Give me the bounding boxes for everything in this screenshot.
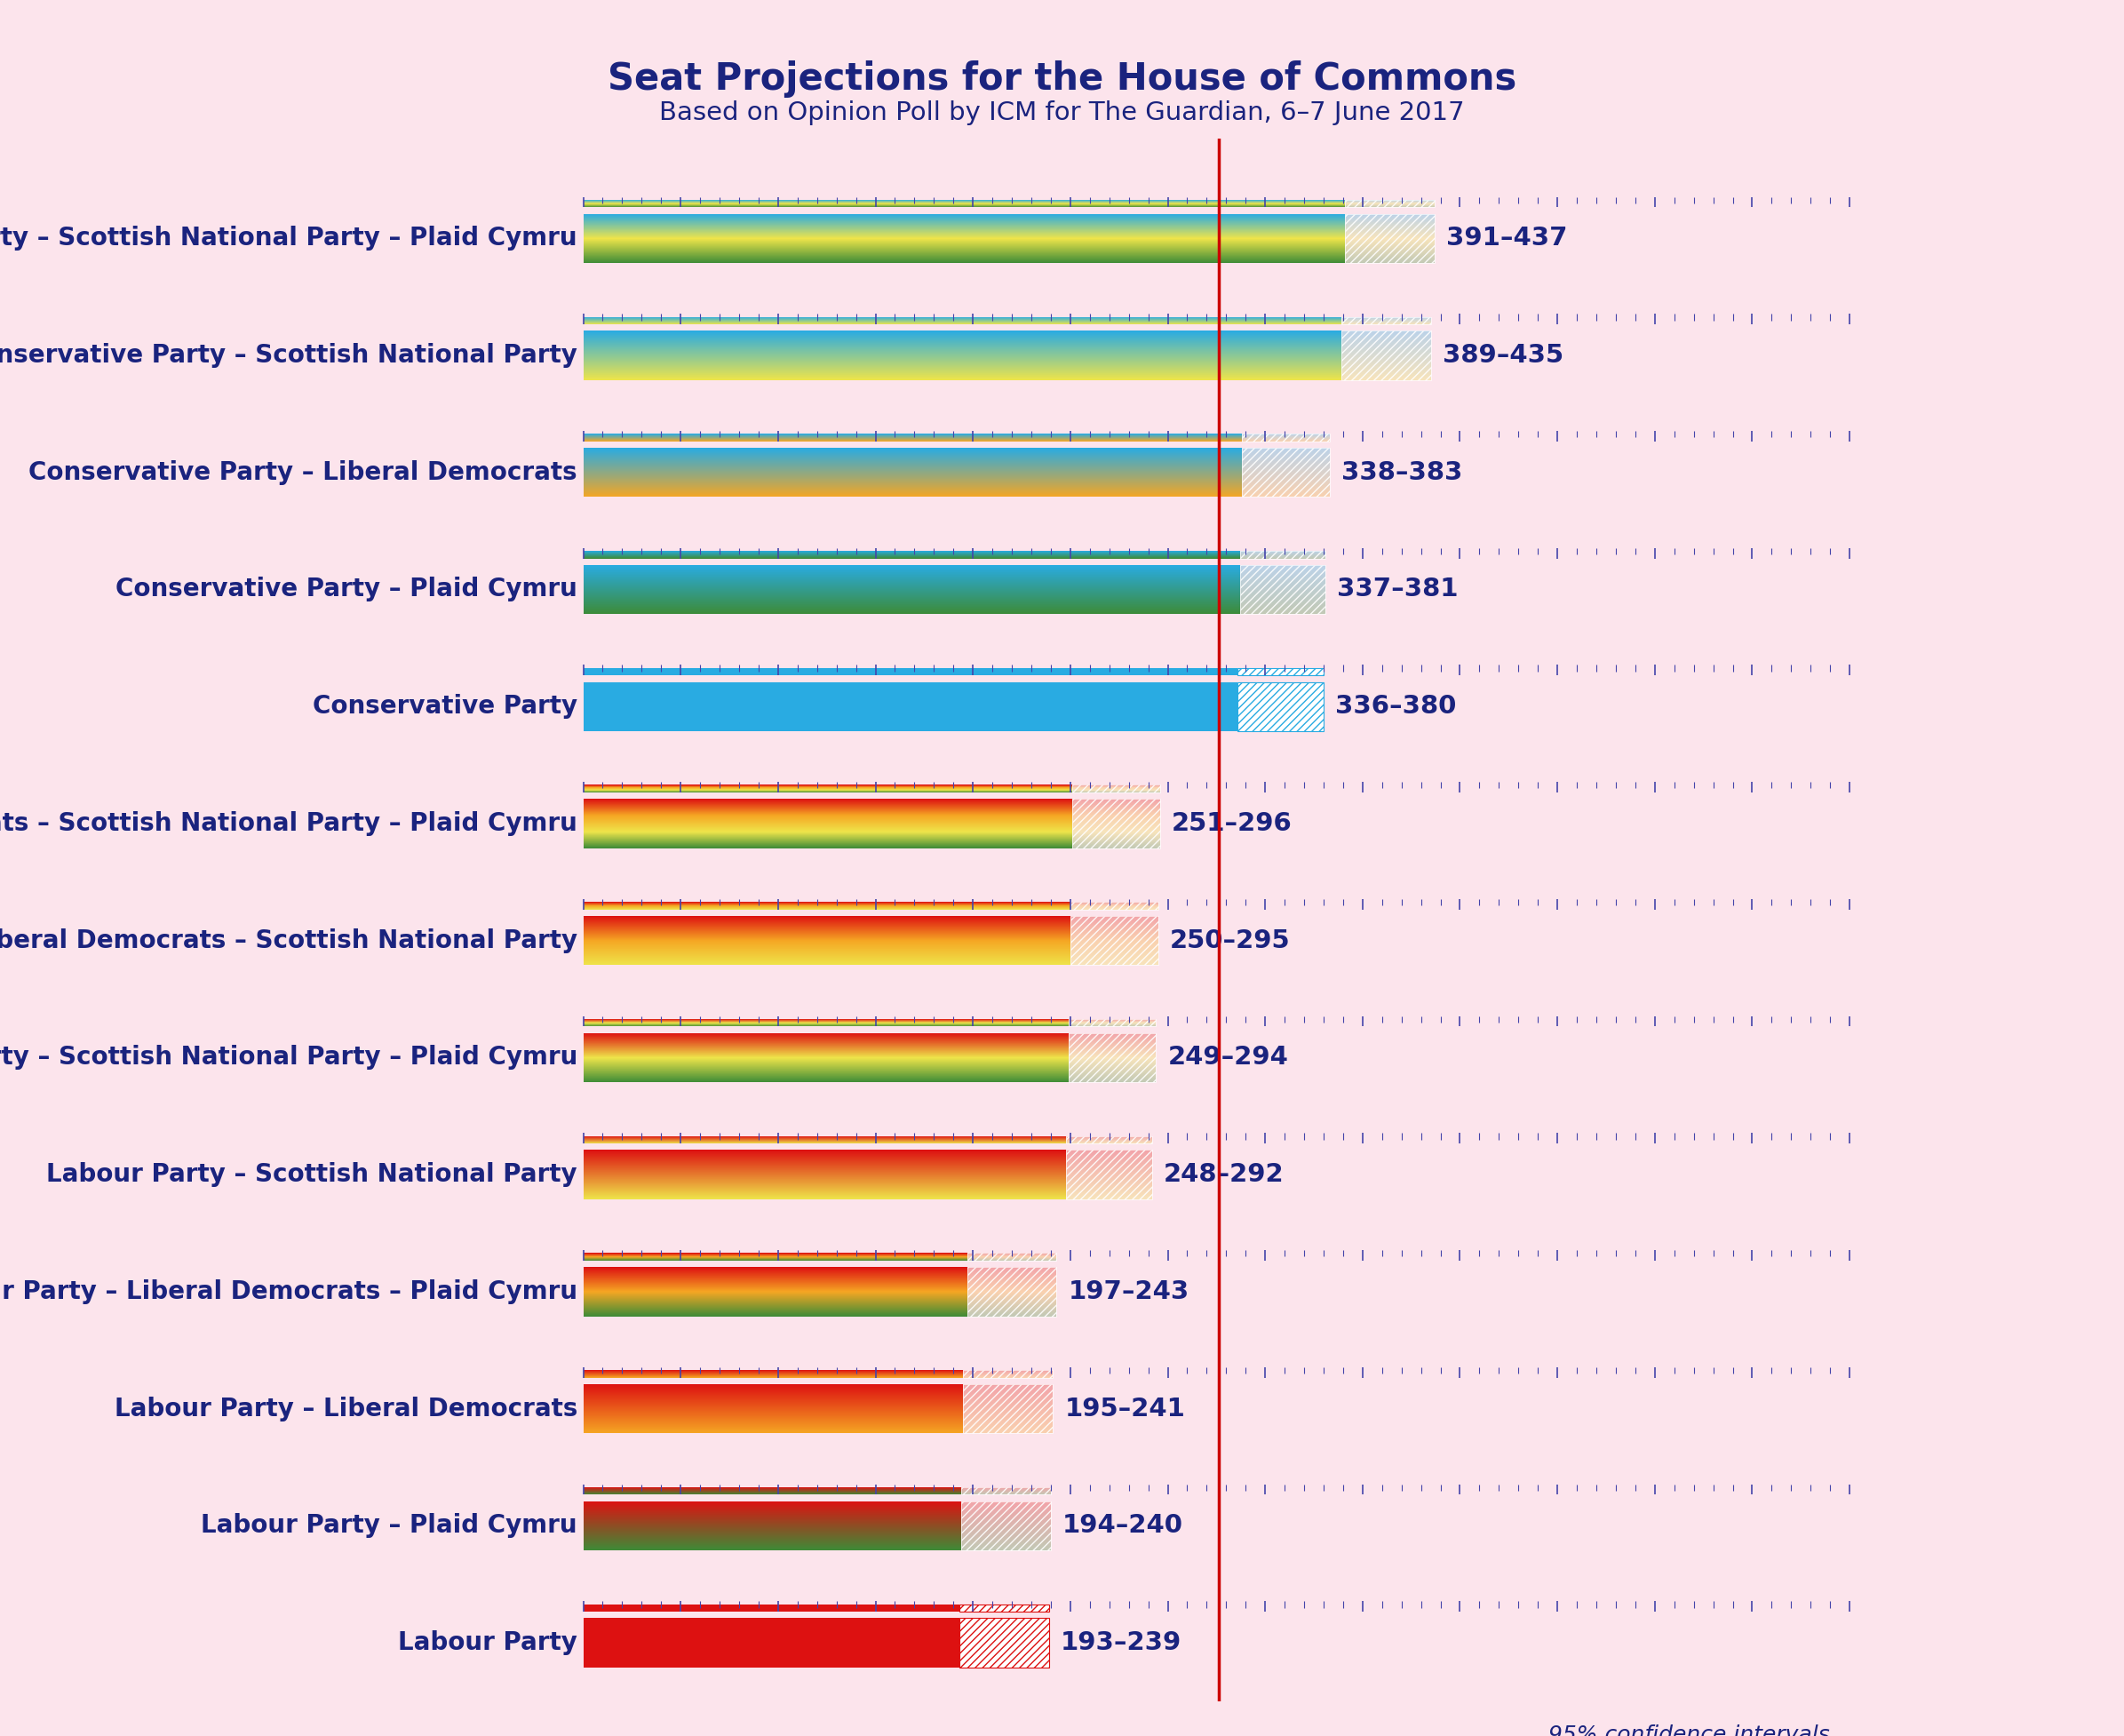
Bar <box>584 1604 960 1611</box>
Text: 251–296: 251–296 <box>1172 811 1291 837</box>
Text: 336–380: 336–380 <box>1336 694 1457 719</box>
Bar <box>1068 1019 1155 1026</box>
Bar <box>1240 550 1325 559</box>
Text: Conservative Party – Scottish National Party: Conservative Party – Scottish National P… <box>0 344 578 368</box>
Bar <box>1070 903 1158 910</box>
Text: 389–435: 389–435 <box>1442 344 1563 368</box>
Text: 95% confidence intervals: 95% confidence intervals <box>1548 1724 1831 1736</box>
Text: Labour Party – Scottish National Party – Plaid Cymru: Labour Party – Scottish National Party –… <box>0 1045 578 1069</box>
Bar <box>584 682 1238 731</box>
Text: Labour Party – Liberal Democrats: Labour Party – Liberal Democrats <box>115 1396 578 1422</box>
Text: 391–437: 391–437 <box>1446 226 1568 250</box>
Bar <box>966 1253 1056 1260</box>
Text: Conservative Party: Conservative Party <box>312 694 578 719</box>
Text: 197–243: 197–243 <box>1068 1279 1189 1304</box>
Bar <box>1340 332 1432 380</box>
Text: 337–381: 337–381 <box>1338 576 1459 602</box>
Bar <box>584 668 1238 675</box>
Text: Conservative Party – Plaid Cymru: Conservative Party – Plaid Cymru <box>115 576 578 602</box>
Bar <box>1073 785 1160 793</box>
Bar <box>1073 799 1160 849</box>
Bar <box>1070 917 1158 965</box>
Bar <box>962 1370 1054 1378</box>
Bar <box>962 1488 1051 1495</box>
Text: 338–383: 338–383 <box>1340 460 1461 484</box>
Text: 250–295: 250–295 <box>1170 929 1289 953</box>
Bar <box>1238 668 1323 675</box>
Bar <box>1238 682 1323 731</box>
Bar <box>1068 1033 1155 1082</box>
Bar <box>960 1618 1049 1667</box>
Bar <box>1066 1149 1151 1200</box>
Text: Conservative Party – Liberal Democrats: Conservative Party – Liberal Democrats <box>30 460 578 484</box>
Text: Labour Party – Liberal Democrats – Plaid Cymru: Labour Party – Liberal Democrats – Plaid… <box>0 1279 578 1304</box>
Text: 249–294: 249–294 <box>1168 1045 1289 1069</box>
Text: 195–241: 195–241 <box>1064 1396 1185 1422</box>
Text: Labour Party: Labour Party <box>397 1630 578 1654</box>
Bar <box>1340 316 1432 325</box>
Bar <box>966 1267 1056 1316</box>
Bar <box>1066 1135 1151 1144</box>
Text: 193–239: 193–239 <box>1060 1630 1181 1654</box>
Text: Labour Party – Scottish National Party: Labour Party – Scottish National Party <box>47 1161 578 1187</box>
Text: Seat Projections for the House of Commons: Seat Projections for the House of Common… <box>607 61 1517 97</box>
Text: Labour Party – Liberal Democrats – Scottish National Party: Labour Party – Liberal Democrats – Scott… <box>0 929 578 953</box>
Bar <box>1243 448 1330 496</box>
Text: Labour Party – Plaid Cymru: Labour Party – Plaid Cymru <box>202 1514 578 1538</box>
Text: Conservative Party – Scottish National Party – Plaid Cymru: Conservative Party – Scottish National P… <box>0 226 578 250</box>
Bar <box>962 1384 1054 1434</box>
Bar <box>960 1604 1049 1611</box>
Text: Based on Opinion Poll by ICM for The Guardian, 6–7 June 2017: Based on Opinion Poll by ICM for The Gua… <box>658 101 1466 125</box>
Text: Labour Party – Liberal Democrats – Scottish National Party – Plaid Cymru: Labour Party – Liberal Democrats – Scott… <box>0 811 578 837</box>
Text: 194–240: 194–240 <box>1062 1514 1183 1538</box>
Bar <box>962 1502 1051 1550</box>
Bar <box>1344 214 1434 262</box>
Text: 248–292: 248–292 <box>1164 1161 1285 1187</box>
Bar <box>1243 434 1330 441</box>
Bar <box>1344 200 1434 207</box>
Bar <box>584 1618 960 1667</box>
Bar <box>1240 564 1325 615</box>
